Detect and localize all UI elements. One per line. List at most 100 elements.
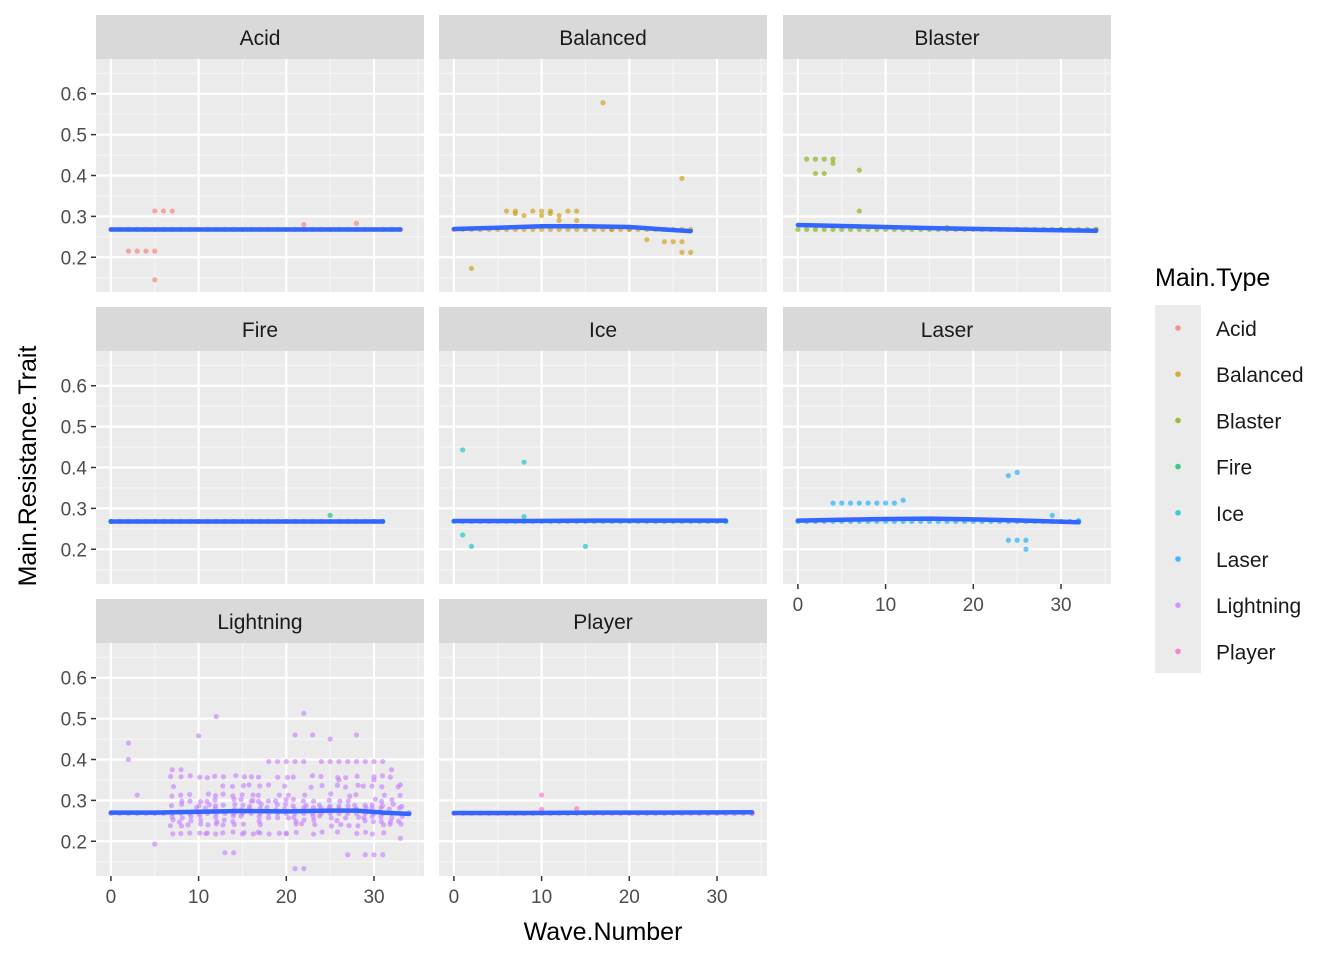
data-point bbox=[178, 793, 183, 798]
x-tick-label: 10 bbox=[531, 887, 552, 908]
data-point bbox=[205, 830, 210, 835]
data-point bbox=[220, 792, 225, 797]
x-tick-label: 0 bbox=[793, 595, 804, 616]
data-point bbox=[221, 774, 226, 779]
data-point bbox=[662, 239, 667, 244]
data-point bbox=[381, 830, 386, 835]
data-point bbox=[679, 239, 684, 244]
legend-key-blaster bbox=[1175, 418, 1181, 424]
data-point bbox=[301, 222, 306, 227]
data-point bbox=[242, 774, 247, 779]
data-point bbox=[222, 850, 227, 855]
facet-strip-label: Blaster bbox=[914, 27, 979, 50]
legend-label-fire: Fire bbox=[1216, 457, 1252, 480]
data-point bbox=[220, 830, 225, 835]
data-point bbox=[240, 803, 245, 808]
data-point bbox=[275, 759, 280, 764]
x-tick-label: 0 bbox=[449, 887, 460, 908]
data-point bbox=[286, 793, 291, 798]
data-point bbox=[197, 775, 202, 780]
data-point bbox=[170, 817, 175, 822]
data-point bbox=[178, 831, 183, 836]
y-tick-label: 0.6 bbox=[61, 377, 87, 398]
data-point bbox=[275, 802, 280, 807]
data-point bbox=[169, 793, 174, 798]
data-point bbox=[865, 500, 870, 505]
data-point bbox=[301, 711, 306, 716]
data-point bbox=[126, 757, 131, 762]
data-point bbox=[212, 797, 217, 802]
legend-label-laser: Laser bbox=[1216, 549, 1269, 572]
data-point bbox=[310, 732, 315, 737]
data-point bbox=[318, 774, 323, 779]
data-point bbox=[197, 830, 202, 835]
data-point bbox=[371, 777, 376, 782]
y-tick-label: 0.5 bbox=[61, 710, 87, 731]
data-point bbox=[135, 792, 140, 797]
data-point bbox=[301, 759, 306, 764]
legend-label-acid: Acid bbox=[1216, 318, 1257, 341]
data-point bbox=[354, 831, 359, 836]
data-point bbox=[398, 822, 403, 827]
data-point bbox=[355, 783, 360, 788]
data-point bbox=[283, 802, 288, 807]
data-point bbox=[371, 852, 376, 857]
data-point bbox=[373, 797, 378, 802]
data-point bbox=[301, 866, 306, 871]
data-point bbox=[286, 815, 291, 820]
data-point bbox=[311, 799, 316, 804]
data-point bbox=[198, 821, 203, 826]
data-point bbox=[152, 277, 157, 282]
data-point bbox=[232, 797, 237, 802]
data-point bbox=[371, 759, 376, 764]
data-point bbox=[378, 814, 383, 819]
x-axis-title: Wave.Number bbox=[524, 918, 683, 946]
data-point bbox=[188, 773, 193, 778]
data-point bbox=[241, 783, 246, 788]
data-point bbox=[389, 767, 394, 772]
data-point bbox=[398, 782, 403, 787]
data-point bbox=[370, 814, 375, 819]
data-point bbox=[206, 791, 211, 796]
data-point bbox=[1023, 547, 1028, 552]
data-point bbox=[266, 815, 271, 820]
data-point bbox=[857, 208, 862, 213]
data-point bbox=[256, 793, 261, 798]
data-point bbox=[379, 799, 384, 804]
data-point bbox=[246, 782, 251, 787]
data-point bbox=[152, 249, 157, 254]
data-point bbox=[312, 822, 317, 827]
legend-key-laser bbox=[1175, 556, 1181, 562]
data-point bbox=[354, 759, 359, 764]
data-point bbox=[292, 732, 297, 737]
facet-strip-label: Fire bbox=[242, 319, 278, 342]
data-point bbox=[259, 802, 264, 807]
data-point bbox=[362, 818, 367, 823]
data-point bbox=[345, 803, 350, 808]
data-point bbox=[171, 784, 176, 789]
data-point bbox=[379, 784, 384, 789]
legend-key-background bbox=[1155, 305, 1201, 673]
data-point bbox=[168, 823, 173, 828]
data-point bbox=[284, 759, 289, 764]
data-point bbox=[557, 218, 562, 223]
data-point bbox=[214, 714, 219, 719]
data-point bbox=[230, 829, 235, 834]
y-tick-label: 0.2 bbox=[61, 540, 87, 561]
data-point bbox=[857, 168, 862, 173]
data-point bbox=[391, 802, 396, 807]
data-point bbox=[220, 822, 225, 827]
y-tick-label: 0.2 bbox=[61, 248, 87, 269]
data-point bbox=[1050, 513, 1055, 518]
data-point bbox=[378, 805, 383, 810]
data-point bbox=[355, 823, 360, 828]
panel-balanced: Balanced bbox=[439, 15, 767, 292]
data-point bbox=[469, 544, 474, 549]
data-point bbox=[238, 797, 243, 802]
data-point bbox=[258, 822, 263, 827]
data-point bbox=[335, 829, 340, 834]
data-point bbox=[521, 213, 526, 218]
data-point bbox=[170, 767, 175, 772]
